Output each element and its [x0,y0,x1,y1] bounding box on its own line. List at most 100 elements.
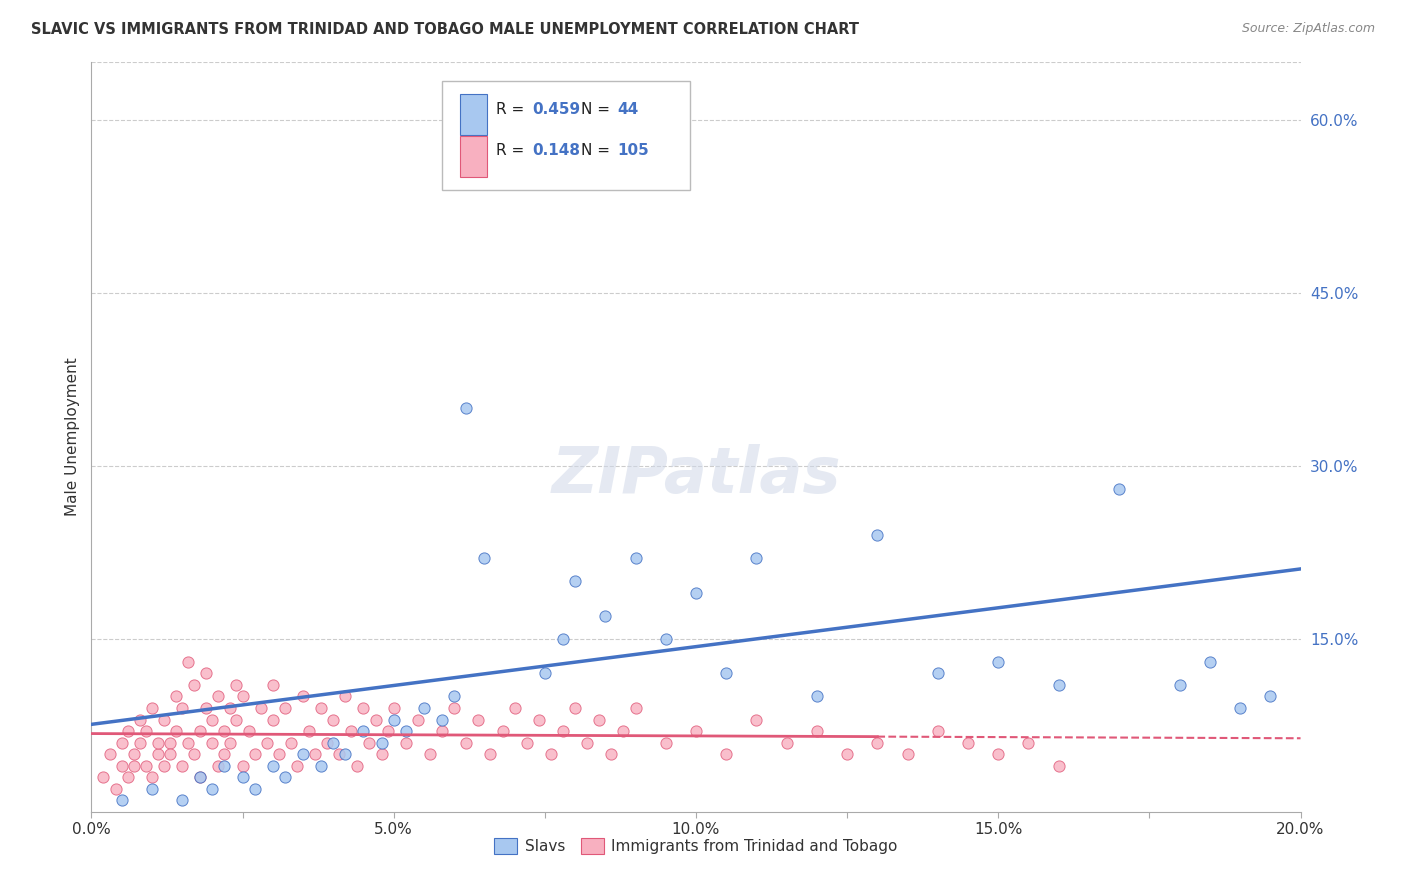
Point [146,747,169,761]
Point [359,735,381,749]
Point [1047,758,1070,772]
Point [1260,690,1282,704]
Point [128,735,150,749]
Point [776,735,799,749]
Point [503,147,526,161]
Point [122,747,145,761]
Point [243,747,266,761]
Point [274,701,297,715]
Point [806,724,828,739]
Point [927,666,949,681]
Point [98,747,121,761]
Text: 105: 105 [617,143,650,158]
Point [335,690,357,704]
Point [1108,482,1130,496]
Point [382,701,405,715]
Point [267,747,290,761]
Point [135,758,157,772]
Point [214,724,236,739]
Point [177,735,200,749]
Point [225,713,247,727]
Point [298,724,321,739]
Point [866,735,889,749]
Point [141,770,163,784]
Point [472,551,495,566]
Point [370,735,392,749]
Point [219,735,242,749]
Point [117,770,139,784]
Point [443,690,465,704]
Point [576,735,599,749]
Text: N =: N = [581,143,614,158]
Point [238,724,260,739]
Point [256,735,278,749]
Point [491,724,513,739]
Point [188,770,211,784]
Point [714,747,737,761]
Point [612,724,634,739]
Point [956,735,979,749]
Point [153,713,176,727]
Point [141,781,163,796]
Point [806,690,828,704]
Point [165,690,187,704]
Point [503,701,526,715]
Point [1198,655,1220,669]
Point [231,758,253,772]
Point [516,159,538,173]
Point [377,724,399,739]
Point [443,701,465,715]
Point [249,701,271,715]
Point [285,758,308,772]
Point [280,735,302,749]
Point [117,724,139,739]
Text: Source: ZipAtlas.com: Source: ZipAtlas.com [1241,22,1375,36]
Point [309,758,332,772]
Point [183,747,205,761]
Point [292,690,315,704]
Text: 44: 44 [617,103,638,117]
Point [122,758,145,772]
Point [322,735,344,749]
Text: 0.459: 0.459 [533,103,581,117]
Point [225,678,247,692]
Point [714,666,737,681]
Point [262,678,284,692]
Text: R =: R = [496,143,530,158]
Point [153,758,176,772]
Point [274,770,297,784]
Point [335,747,357,761]
Point [527,713,550,727]
Point [479,747,502,761]
Point [1168,678,1191,692]
Point [340,724,363,739]
Point [370,747,392,761]
Point [128,713,150,727]
Point [188,770,211,784]
Point [364,713,387,727]
Point [262,758,284,772]
Point [588,713,610,727]
Point [188,724,211,739]
Point [624,701,647,715]
Point [1229,701,1251,715]
Point [104,781,127,796]
Point [231,770,253,784]
Point [322,713,344,727]
Point [395,724,418,739]
Point [456,735,478,749]
Point [214,747,236,761]
Point [159,735,181,749]
Point [172,793,194,807]
Point [1018,735,1040,749]
Point [413,701,436,715]
Point [430,724,453,739]
Point [835,747,858,761]
Point [159,747,181,761]
Point [93,770,115,784]
Point [304,747,326,761]
Point [135,724,157,739]
Text: R =: R = [496,103,530,117]
Text: 0.148: 0.148 [533,143,581,158]
Point [231,690,253,704]
